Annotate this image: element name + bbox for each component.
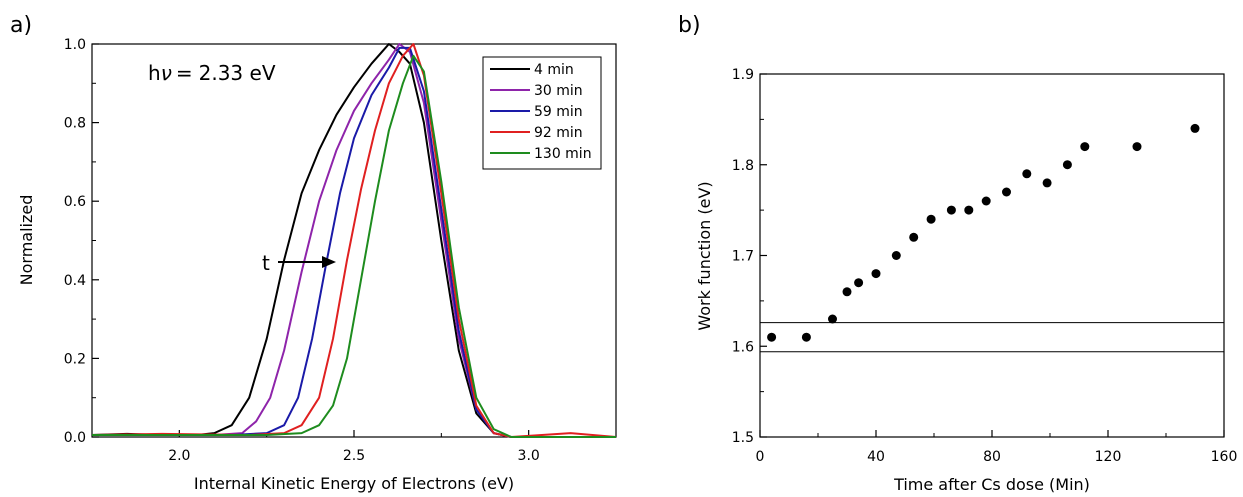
legend-label: 92 min: [534, 125, 583, 141]
data-point: [801, 332, 811, 342]
panel-a-label: a): [10, 13, 32, 38]
photon-energy-value: 2.33 eV: [199, 61, 276, 85]
series-line-130-min: [92, 54, 616, 438]
chart-b-xtick-label: 80: [983, 449, 1001, 465]
legend-label: 4 min: [534, 62, 574, 78]
photon-energy-symbol: ν: [161, 61, 172, 85]
arrow-label-t: t: [262, 251, 270, 275]
photon-energy-annotation: hν = 2.33 eV: [148, 61, 276, 85]
chart-a-ytick-label: 1.0: [64, 37, 86, 53]
data-point: [854, 278, 864, 288]
photon-energy-prefix: h: [148, 61, 161, 85]
panel-b-label: b): [678, 13, 701, 38]
chart-a-ytick-label: 0.0: [64, 430, 86, 446]
chart-b-ytick-label: 1.6: [732, 339, 754, 355]
data-point: [767, 332, 777, 342]
data-point: [981, 196, 991, 206]
data-point: [1190, 123, 1200, 133]
legend-label: 130 min: [534, 146, 592, 162]
time-arrow-head: [322, 256, 336, 268]
chart-a-ytick-label: 0.6: [64, 194, 86, 210]
chart-b-ytick-label: 1.5: [732, 430, 754, 446]
chart-a-legend: 4 min 30 min 59 min 92 min 130 min: [482, 56, 602, 170]
chart-a-xlabel: Internal Kinetic Energy of Electrons (eV…: [194, 474, 514, 493]
data-point: [1080, 142, 1090, 152]
data-point: [964, 205, 974, 215]
chart-b-ylabel: Work function (eV): [695, 181, 714, 330]
chart-a-ylabel: Normalized: [17, 195, 36, 286]
data-point: [871, 269, 881, 279]
data-point: [909, 232, 919, 242]
chart-b-xtick-label: 0: [756, 449, 765, 465]
chart-b-frame: [759, 73, 1225, 438]
data-point: [1042, 178, 1052, 188]
data-point: [891, 251, 901, 260]
chart-a: 0.0 0.2 0.4 0.6 0.8 1.0 2.0 2.5 3.0 Internal Ki…: [17, 37, 617, 493]
chart-a-xtick-label: 2.5: [343, 448, 365, 464]
series-line-59-min: [92, 46, 616, 438]
chart-a-ytick-label: 0.4: [64, 273, 86, 289]
legend-box: [482, 56, 602, 170]
data-point: [828, 314, 837, 324]
chart-b: 1.5 1.6 1.7 1.8 1.9 0 40 80 120 160 Time after C…: [695, 67, 1237, 494]
data-point: [1002, 187, 1011, 197]
chart-b-xtick-label: 40: [867, 449, 885, 465]
photon-energy-eq: =: [176, 61, 193, 85]
chart-a-xtick-label: 2.0: [168, 448, 190, 464]
data-point: [946, 205, 956, 215]
chart-b-xtick-label: 120: [1095, 449, 1122, 465]
data-point: [842, 287, 852, 297]
chart-a-ytick-label: 0.8: [64, 116, 86, 132]
chart-b-ytick-label: 1.7: [732, 249, 754, 265]
data-point: [1132, 142, 1142, 152]
chart-a-ytick-label: 0.2: [64, 351, 86, 367]
data-point: [926, 214, 936, 224]
chart-a-xtick-label: 3.0: [518, 448, 540, 464]
series-line-92-min: [91, 43, 617, 438]
chart-b-xtick-label: 160: [1211, 449, 1238, 465]
chart-b-ytick-label: 1.9: [732, 67, 754, 83]
series-line-4-min: [91, 43, 616, 438]
chart-b-xlabel: Time after Cs dose (Min): [893, 475, 1090, 494]
chart-b-ytick-label: 1.8: [732, 158, 754, 174]
legend-label: 30 min: [534, 83, 583, 99]
data-point: [1022, 169, 1032, 179]
data-point: [1062, 160, 1072, 170]
legend-label: 59 min: [534, 104, 583, 120]
